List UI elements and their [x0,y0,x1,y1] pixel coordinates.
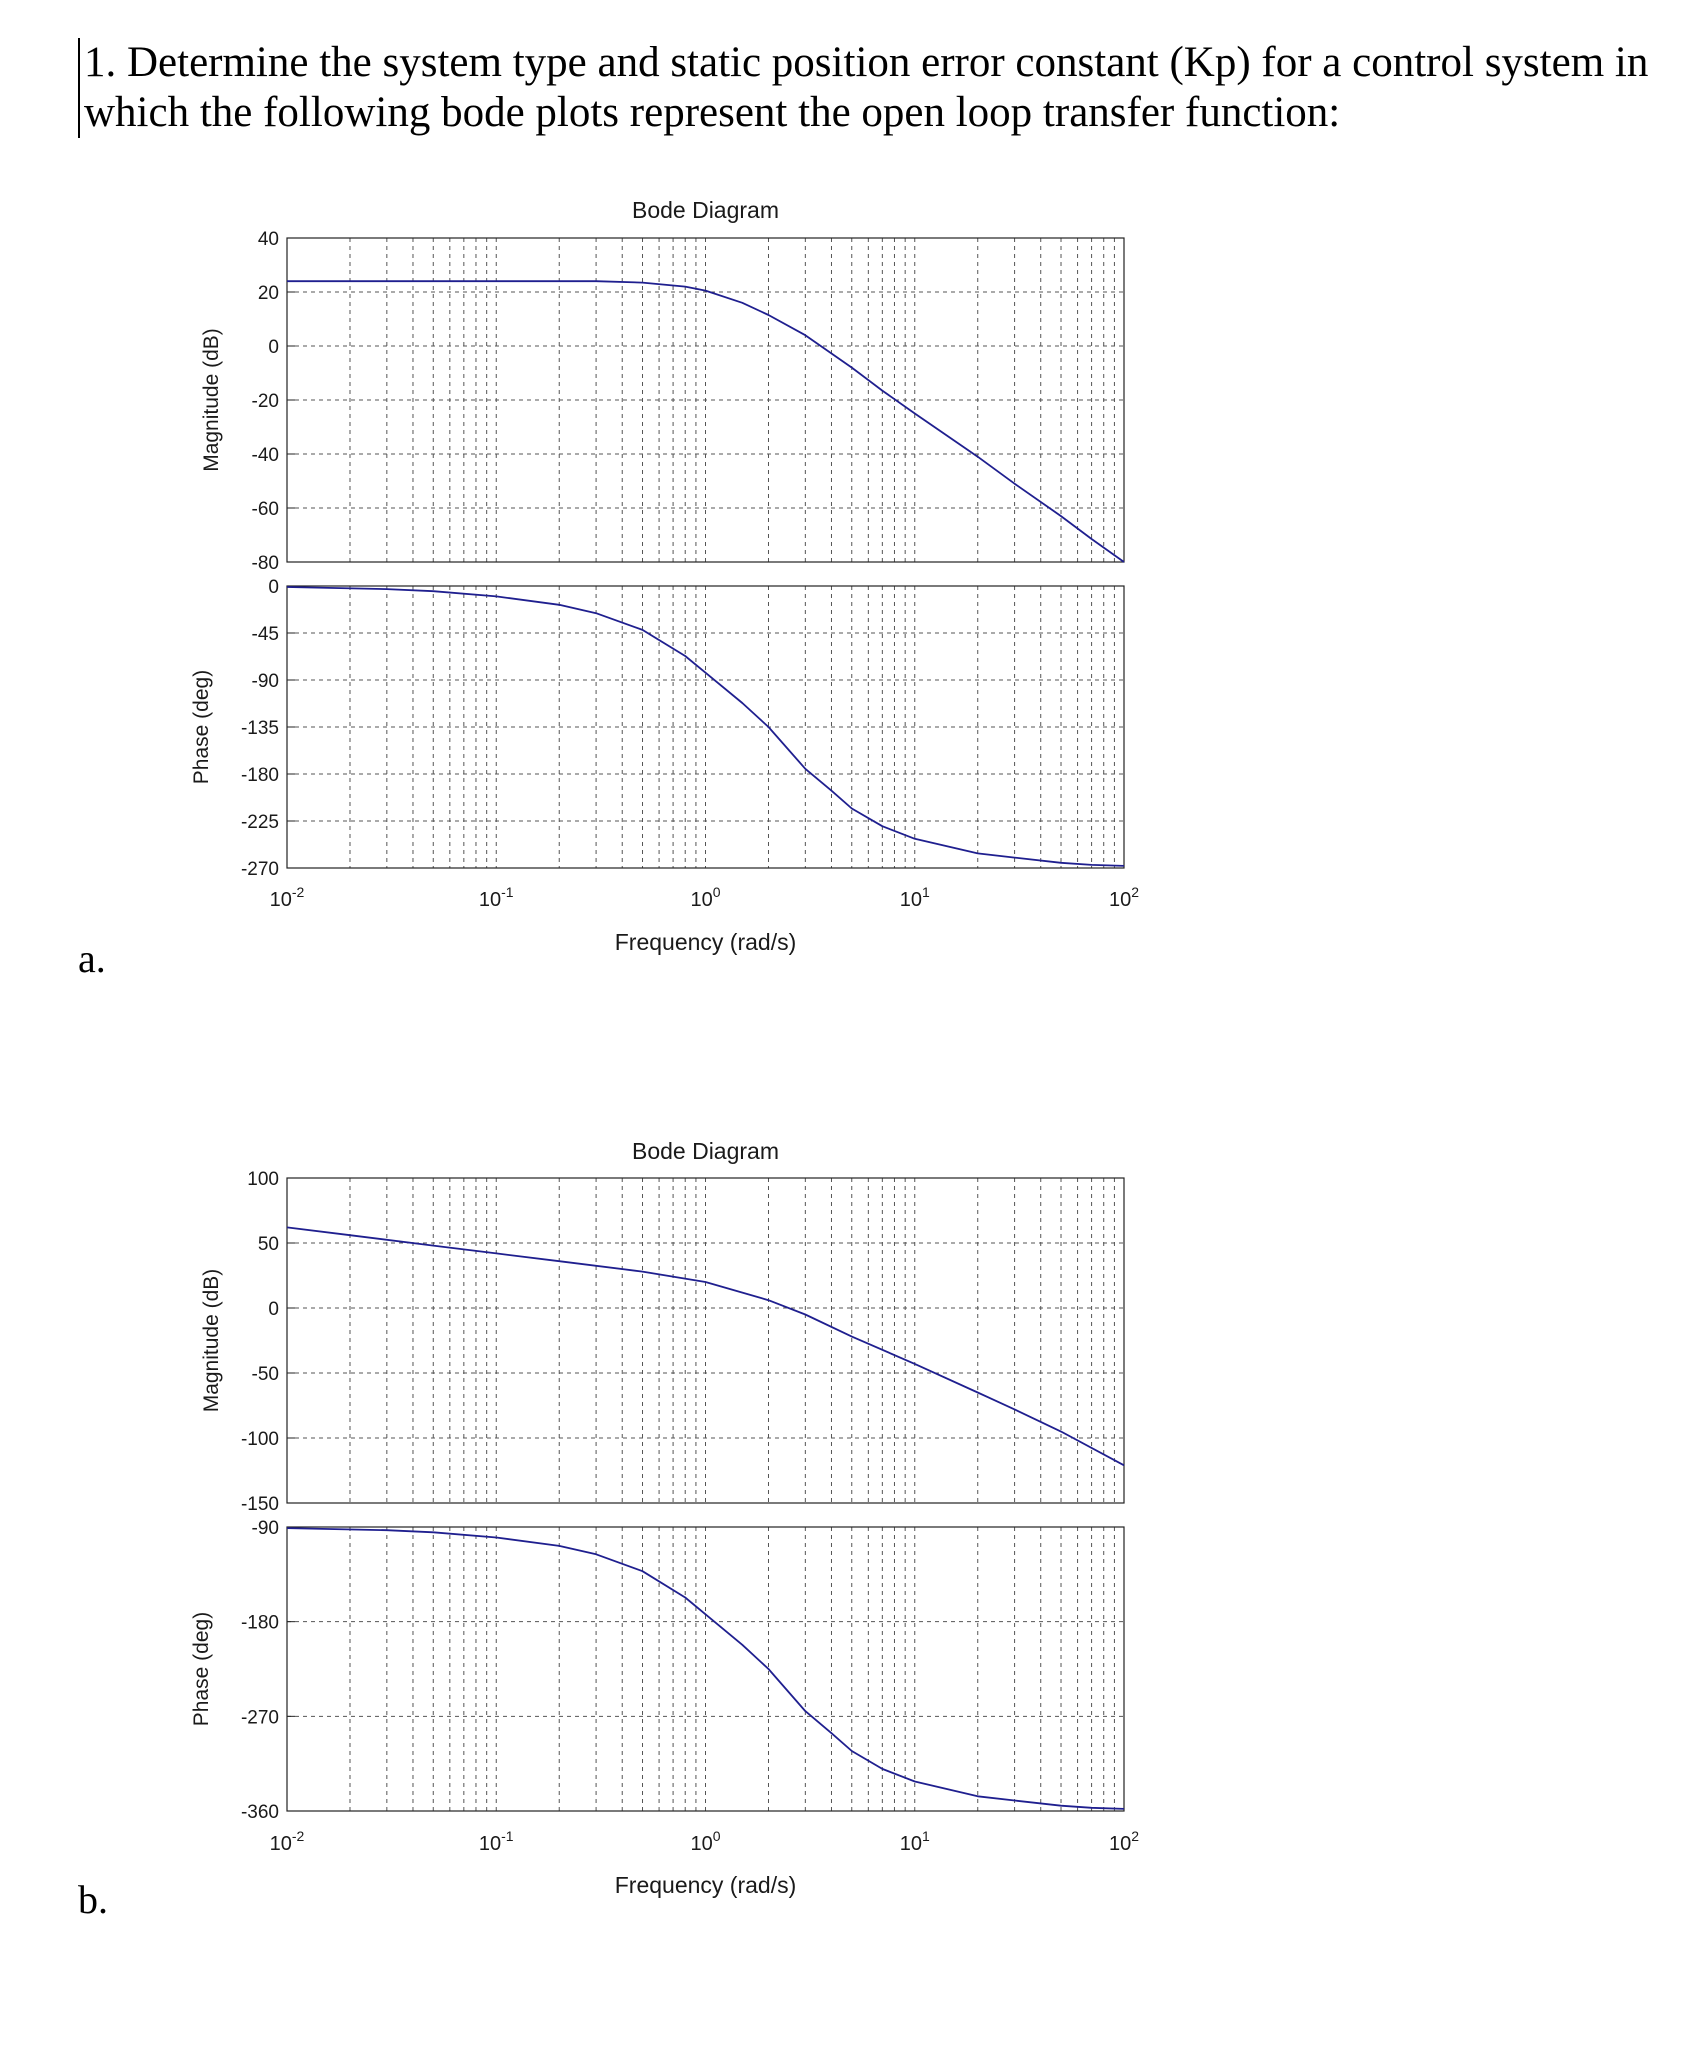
phase-ytick-label: -180 [241,765,279,786]
chart-title: Bode Diagram [632,197,779,223]
magnitude-ytick-label: 100 [247,1169,279,1190]
phase-ytick-label: -45 [252,624,279,645]
xtick-label: 10-2 [270,1828,305,1855]
phase-axes-frame [286,585,1125,869]
xtick-label: 102 [1109,884,1139,911]
phase-axes-frame [286,1526,1125,1812]
phase-ytick-label: -90 [252,1518,279,1539]
xlabel: Frequency (rad/s) [615,1872,797,1898]
phase-ytick-label: -360 [241,1802,279,1823]
phase-ylabel: Phase (deg) [190,1612,213,1726]
label-a: a. [78,936,106,981]
magnitude-ytick-label: 0 [268,337,279,358]
phase-ylabel: Phase (deg) [190,670,213,784]
magnitude-ytick-label: -100 [241,1429,279,1450]
magnitude-ytick-label: -150 [241,1494,279,1515]
magnitude-axes-frame [286,237,1125,563]
xtick-label: 100 [690,884,720,911]
magnitude-ytick-label: -20 [252,391,279,412]
magnitude-axes-frame [286,1177,1125,1504]
chart-title: Bode Diagram [632,1138,779,1164]
magnitude-curve [287,280,1125,563]
magnitude-ytick-label: -60 [252,499,279,520]
bode-chart-a: Bode Diagram 40 20 0 -20 -40 -60 -80 Magnitude (… [190,197,1139,955]
xlabel: Frequency (rad/s) [615,929,797,955]
phase-ytick-label: -270 [241,859,279,880]
xtick-label: 101 [900,1828,930,1855]
xtick-label: 102 [1109,1828,1139,1855]
magnitude-ytick-label: -80 [252,553,279,574]
xtick-label: 10-2 [270,884,305,911]
phase-ytick-label: -270 [241,1707,279,1728]
magnitude-ytick-label: -40 [252,445,279,466]
magnitude-curve [286,1226,1125,1467]
question-text: 1. Determine the system type and static … [78,38,1674,138]
phase-curve [286,586,1125,867]
phase-ytick-label: -135 [241,718,279,739]
xtick-label: 10-1 [479,1828,514,1855]
phase-ytick-label: -180 [241,1613,279,1634]
magnitude-ytick-label: 0 [268,1299,279,1320]
magnitude-ytick-label: 40 [258,229,279,250]
phase-curve [286,1527,1125,1810]
xtick-label: 10-1 [479,884,514,911]
magnitude-ytick-label: 20 [258,283,279,304]
phase-ytick-label: -90 [252,671,279,692]
magnitude-ytick-label: 50 [258,1234,279,1255]
xtick-label: 101 [900,884,930,911]
magnitude-ytick-label: -50 [252,1364,279,1385]
phase-ytick-label: 0 [268,577,279,598]
magnitude-ylabel: Magnitude (dB) [200,328,223,472]
phase-ytick-label: -225 [241,812,279,833]
xtick-label: 100 [690,1828,720,1855]
label-b: b. [78,1877,108,1922]
magnitude-ylabel: Magnitude (dB) [200,1269,223,1413]
